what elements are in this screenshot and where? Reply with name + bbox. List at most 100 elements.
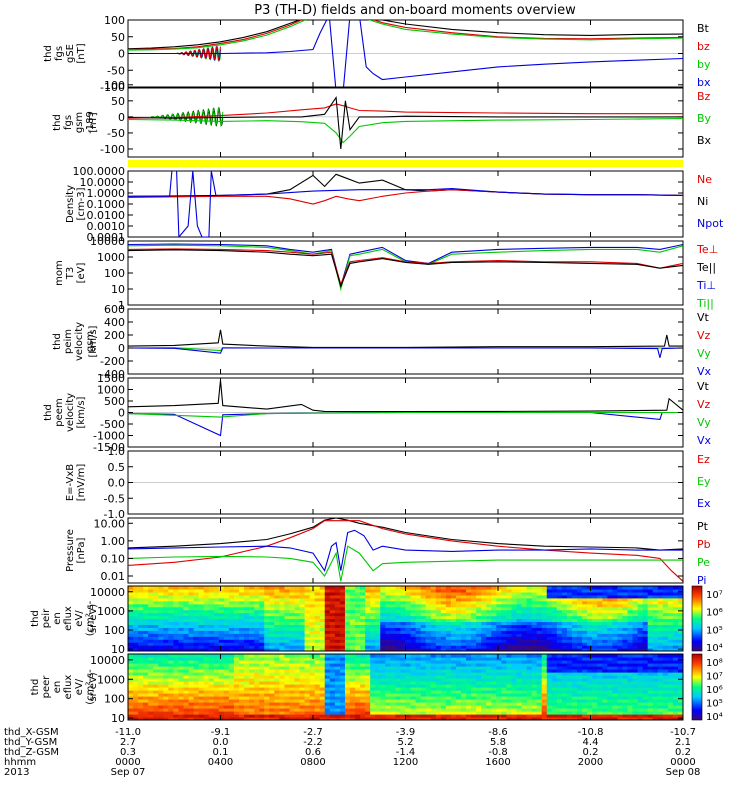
y-tick-label: -100 — [100, 143, 125, 156]
y-tick-label: -50 — [107, 127, 125, 140]
panel-fgs-gse: 100 50 0 -50 -100 thd fgs gSE [nT] Bt bz by bx — [43, 14, 711, 94]
y-tick-label: 0.01 — [101, 570, 126, 583]
legend-label: by — [697, 58, 711, 71]
y-axis-label: sr-eV) — [88, 604, 99, 633]
panel-frame — [127, 308, 684, 375]
y-tick-label: 0.0100 — [87, 209, 126, 222]
ephemeris-value: 2000 — [578, 757, 603, 768]
ephemeris-value: -10.8 — [578, 727, 604, 738]
y-tick-label: -1500 — [93, 441, 125, 454]
y-tick-label: 10000 — [90, 654, 125, 667]
y-axis-label: peim — [63, 329, 74, 354]
colorbar-tick-label: 10⁵ — [706, 699, 723, 710]
y-tick-label: 1 — [118, 299, 125, 312]
y-axis-label: mom — [54, 260, 65, 286]
legend-label: Ey — [697, 475, 711, 488]
y-tick-label: 1.0000 — [87, 187, 126, 200]
y-tick-label: 10 — [111, 643, 125, 656]
ephemeris-value: -11.0 — [115, 727, 141, 738]
y-tick-label: 1500 — [97, 372, 125, 385]
y-tick-label: 100 — [104, 267, 125, 280]
y-axis-label: [eV] — [76, 263, 87, 284]
colorbar-tick-label: 10⁶ — [706, 608, 723, 619]
legend-label: Npot — [697, 217, 724, 230]
y-tick-label: 100.0000 — [73, 165, 126, 178]
legend-label: Vt — [697, 380, 710, 393]
y-tick-label: -400 — [100, 368, 125, 381]
data-series — [128, 347, 683, 358]
data-series — [128, 117, 683, 144]
data-series — [128, 545, 683, 582]
y-tick-label: -500 — [100, 418, 125, 431]
colorbar-tick-label: 10⁷ — [706, 590, 723, 601]
y-axis-label: sr-eV) — [88, 672, 99, 701]
y-tick-label: 10.00 — [94, 517, 126, 530]
y-tick-label: -0.5 — [104, 492, 125, 505]
y-tick-label: 0 — [118, 48, 125, 61]
legend-label: Ti⊥ — [696, 279, 716, 292]
ephemeris-value: 0.2 — [675, 747, 691, 758]
y-tick-label: 1000 — [97, 384, 125, 397]
legend-label: Vz — [697, 398, 711, 411]
legend-label: Vy — [697, 416, 711, 429]
data-series — [128, 20, 683, 51]
y-tick-label: 0.0 — [108, 477, 126, 490]
data-series — [128, 529, 683, 573]
ephemeris-value: 0.0 — [213, 737, 229, 748]
colorbar-tick-label: 10⁷ — [706, 672, 723, 683]
y-axis-label: eflux — [63, 675, 74, 700]
series-group — [128, 518, 683, 582]
series-group — [128, 171, 683, 237]
y-axis-label: [km/s] — [76, 396, 87, 428]
y-axis-label: (cm²-s- — [85, 669, 96, 705]
legend-label: Pi — [697, 574, 706, 587]
y-axis-label: fgs — [54, 46, 65, 61]
legend-label: Ne — [697, 173, 712, 186]
y-axis-label: E=-VxB — [65, 464, 76, 501]
y-axis-label: Density — [65, 185, 76, 223]
spectrogram-ion — [128, 586, 683, 651]
ephemeris-value: -10.7 — [670, 727, 696, 738]
legend-label: Pe — [697, 556, 710, 569]
series-group — [128, 96, 683, 150]
date-start-label: Sep 07 — [111, 767, 146, 778]
data-series — [128, 20, 683, 51]
ephemeris-value: 0800 — [300, 757, 325, 768]
legend-label: Ni — [697, 195, 708, 208]
ephemeris-label: thd_X-GSM — [4, 727, 59, 738]
y-axis-label: thd — [52, 114, 63, 131]
y-axis-label: peem — [54, 398, 65, 426]
series-group — [128, 20, 683, 87]
ephemeris-value: 1600 — [485, 757, 510, 768]
y-tick-label: 600 — [104, 303, 125, 316]
y-tick-label: 0 — [118, 407, 125, 420]
ephemeris-value: 0.3 — [120, 747, 136, 758]
y-tick-label: 1000 — [97, 605, 125, 618]
ephemeris-value: 0.2 — [583, 747, 599, 758]
y-tick-label: 0.10 — [101, 552, 126, 565]
legend-label: By — [697, 112, 712, 125]
legend-label: Bz — [697, 90, 711, 103]
panel-pressure: 10.00 1.00 0.10 0.01 Pressure [nPa] Pt Pb Pe Pi — [65, 517, 711, 587]
colorbar-tick-label: 10⁶ — [706, 685, 723, 696]
y-axis-label: [nT] — [76, 43, 87, 63]
y-axis-label: peir — [41, 608, 52, 628]
y-axis-label: thd — [30, 679, 41, 696]
series-group — [128, 243, 683, 292]
data-series — [128, 411, 683, 437]
ephemeris-value: 0400 — [208, 757, 233, 768]
y-axis-label: [mV/m] — [76, 464, 87, 502]
legend-label: Ez — [697, 453, 710, 466]
y-axis-label: gSE — [65, 44, 76, 63]
panel-fgs-gsm: 100 50 0 -50 -100 thd fgs gsm -189[nT] Bz By Bx — [52, 79, 712, 158]
ephemeris-value: -3.9 — [396, 727, 416, 738]
legend-label: Vx — [697, 434, 712, 447]
legend-label: Te⊥ — [696, 243, 718, 256]
y-tick-label: 0.1000 — [87, 198, 126, 211]
y-axis-label: thd — [43, 45, 54, 62]
y-axis-label: T3 — [65, 267, 76, 280]
legend-label: Bt — [697, 22, 710, 35]
panel-electron-eflux: 10000 1000 100 10 thd peer en eflux eV/(cm²-s-sr… — [30, 653, 684, 725]
